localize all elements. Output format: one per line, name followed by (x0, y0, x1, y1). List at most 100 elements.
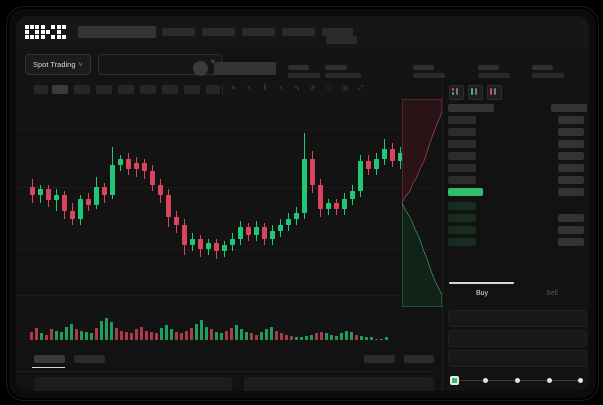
tab-open-orders[interactable] (34, 355, 65, 363)
timeframe-chip-1[interactable] (34, 85, 48, 94)
timeframe-chip-5[interactable] (118, 85, 134, 94)
device-frame: Spot Trading ˅ ˅ ≡ ˅ ‖ ˅ ∿ ✐ □ ◎ ⤢ (6, 6, 599, 401)
volume-bar-37 (210, 329, 213, 340)
volume-bar-62 (335, 335, 338, 340)
order-field-3[interactable] (448, 350, 587, 367)
slider-step-25[interactable] (483, 377, 488, 383)
tab-buy[interactable]: Buy (475, 290, 489, 297)
orderbook-ask-size-5 (558, 164, 584, 172)
nav-item-5[interactable] (322, 28, 353, 36)
timeframe-chip-7[interactable] (162, 85, 178, 94)
candle-body (398, 153, 403, 161)
nav-item-3[interactable] (242, 28, 275, 36)
orderbook-asks-icon[interactable] (487, 85, 502, 100)
candle-13 (126, 99, 131, 307)
orderbook-both-icon[interactable] (449, 85, 464, 100)
timeframe-chip-6[interactable] (140, 85, 156, 94)
chart-type-icon[interactable]: ‖ (263, 85, 267, 92)
candle-body (150, 171, 155, 185)
slider-step-50[interactable] (515, 377, 520, 383)
candle-body (278, 225, 283, 231)
candle-body (342, 199, 347, 209)
orderbook-last-price[interactable] (448, 188, 483, 196)
candle-body (62, 195, 67, 211)
order-field-1[interactable] (448, 310, 587, 327)
timeframe-chip-9[interactable] (206, 85, 220, 94)
volume-bar-52 (285, 334, 288, 340)
candle-11 (110, 99, 115, 307)
candle-17 (158, 99, 163, 307)
tab-action-1[interactable] (364, 355, 395, 363)
volume-bar-4 (45, 334, 48, 340)
amount-slider[interactable] (450, 376, 584, 385)
timeframe-chip-3[interactable] (74, 85, 90, 94)
volume-bar-69 (370, 337, 373, 340)
timeframe-chip-2[interactable] (52, 85, 68, 94)
indicator-icon[interactable]: ≡ (230, 85, 236, 92)
candle-body (262, 227, 267, 239)
volume-bar-59 (320, 331, 323, 340)
volume-bar-24 (145, 330, 148, 340)
nav-item-2[interactable] (202, 28, 235, 36)
volume-bar-56 (305, 335, 308, 340)
timeframe-chip-8[interactable] (184, 85, 200, 94)
candle-38 (326, 99, 331, 307)
candle-41 (350, 99, 355, 307)
order-field-2[interactable] (448, 330, 587, 347)
candle-33 (286, 99, 291, 307)
volume-bar-44 (245, 331, 248, 340)
nav-item-1[interactable] (162, 28, 195, 36)
volume-bar-3 (40, 333, 43, 340)
candle-45 (382, 99, 387, 307)
mode-select-spot-trading[interactable]: Spot Trading ˅ (25, 54, 91, 75)
orderbook-list[interactable] (443, 102, 589, 278)
tab-order-history[interactable] (74, 355, 105, 363)
volume-bar-46 (255, 334, 258, 340)
header-search-input[interactable] (78, 26, 156, 38)
candle-14 (134, 99, 139, 307)
okx-logo[interactable] (25, 25, 67, 39)
chart-gridline-1 (16, 129, 434, 130)
candle-body (174, 217, 179, 225)
volume-bar-15 (100, 321, 103, 340)
volume-bar-49 (270, 326, 273, 340)
candle-5 (62, 99, 67, 307)
pencil-icon[interactable]: ✐ (310, 85, 316, 92)
chevron-down-icon[interactable]: ˅ (246, 85, 252, 92)
orderbook-ask-row-4 (448, 152, 476, 160)
volume-bar-61 (330, 334, 333, 340)
orderbook-ask-row-6 (448, 176, 476, 184)
candle-39 (334, 99, 339, 307)
orderbook-bids-icon[interactable] (468, 85, 483, 100)
nav-item-4[interactable] (282, 28, 315, 36)
settings-icon[interactable]: ◎ (341, 85, 349, 92)
candle-body (118, 159, 123, 165)
slider-step-100[interactable] (578, 377, 583, 383)
orderbook-ask-size-4 (558, 152, 584, 160)
chevron-down-icon-2[interactable]: ˅ (278, 85, 284, 92)
volume-bar-55 (300, 337, 303, 340)
volume-bar-51 (280, 333, 283, 340)
candle-body (198, 239, 203, 249)
timeframe-chip-4[interactable] (96, 85, 112, 94)
orderbook-view-toggles (449, 85, 584, 101)
candlestick-chart[interactable] (16, 99, 434, 307)
candle-body (366, 161, 371, 169)
candle-body (302, 159, 307, 213)
line-tool-icon[interactable]: ∿ (294, 85, 300, 92)
slider-handle[interactable] (450, 376, 459, 385)
candle-7 (78, 99, 83, 307)
tab-action-2[interactable] (404, 355, 434, 363)
camera-icon[interactable]: □ (326, 85, 332, 92)
orderbook-ask-row-3 (448, 140, 476, 148)
avatar[interactable] (193, 61, 208, 76)
slider-step-75[interactable] (547, 377, 552, 383)
chevron-down-icon-pair: ˅ (210, 59, 215, 66)
volume-bar-11 (80, 330, 83, 340)
fullscreen-icon[interactable]: ⤢ (358, 85, 364, 92)
candle-body (78, 199, 83, 219)
tab-sell[interactable]: Sell (546, 290, 558, 297)
candle-31 (270, 99, 275, 307)
candle-34 (294, 99, 299, 307)
orderbook-ask-size-6 (558, 176, 584, 184)
